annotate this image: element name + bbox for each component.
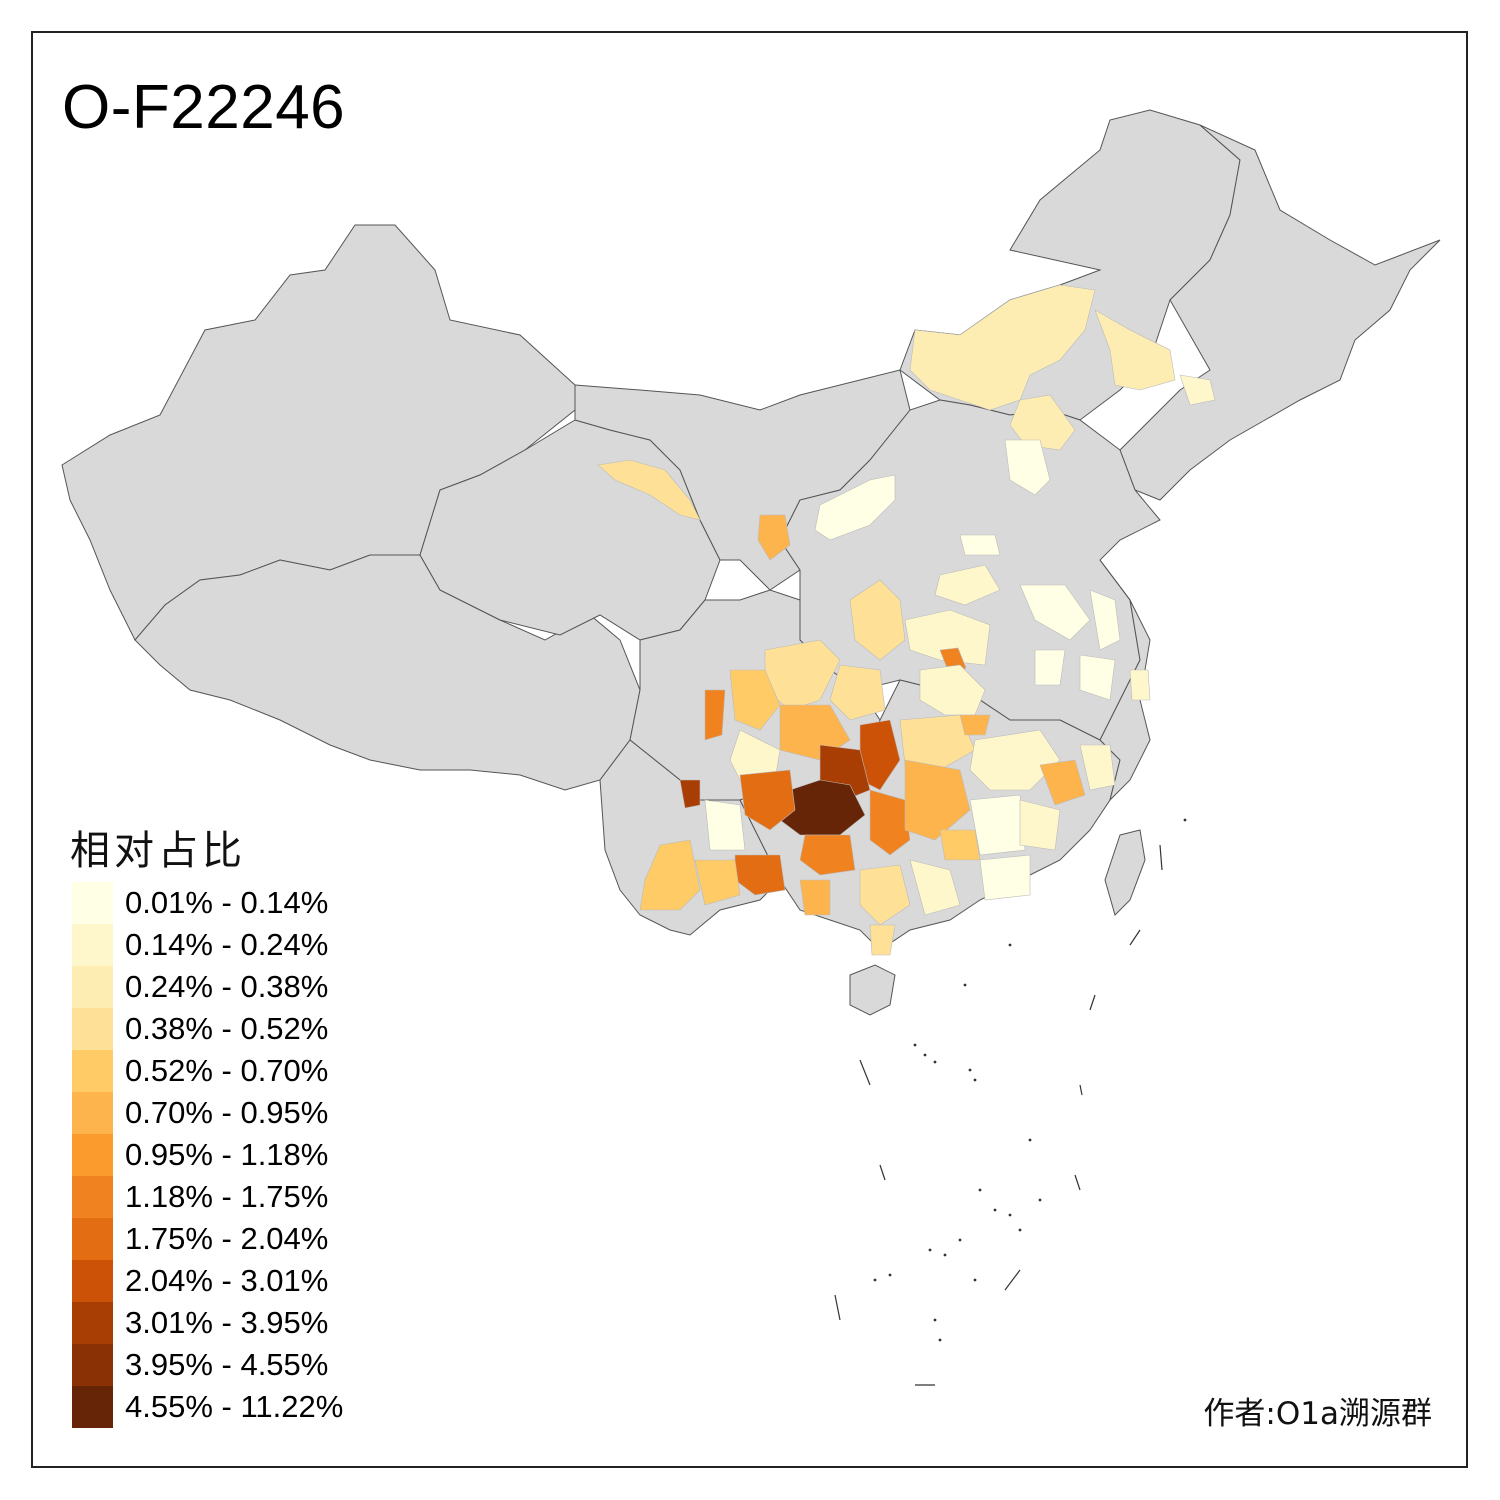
region-shaded-43 xyxy=(869,924,896,956)
region-shaded-5 xyxy=(1004,439,1051,496)
legend-item: 0.24% - 0.38% xyxy=(72,966,343,1008)
legend-item: 0.95% - 1.18% xyxy=(72,1134,343,1176)
legend-item: 1.75% - 2.04% xyxy=(72,1218,343,1260)
legend: 0.01% - 0.14% 0.14% - 0.24% 0.24% - 0.38% 0… xyxy=(72,882,343,1428)
legend-item: 4.55% - 11.22% xyxy=(72,1386,343,1428)
region-shaded-22 xyxy=(829,664,886,721)
legend-item: 3.95% - 4.55% xyxy=(72,1344,343,1386)
region-shaded-20 xyxy=(729,669,781,731)
legend-item: 0.14% - 0.24% xyxy=(72,924,343,966)
region-shaded-10 xyxy=(934,564,1001,606)
legend-label: 2.04% - 3.01% xyxy=(125,1263,329,1298)
legend-label: 0.01% - 0.14% xyxy=(125,885,329,920)
region-shaded-41 xyxy=(859,864,911,926)
region-shaded-47 xyxy=(969,794,1026,856)
region-shaded-35 xyxy=(939,829,981,861)
legend-swatch xyxy=(72,1386,113,1428)
region-shaded-9 xyxy=(959,534,1001,556)
region-shaded-31 xyxy=(679,779,701,809)
map-frame xyxy=(31,31,1468,1468)
region-shaded-6 xyxy=(597,459,701,521)
legend-item: 3.01% - 3.95% xyxy=(72,1302,343,1344)
legend-label: 0.70% - 0.95% xyxy=(125,1095,329,1130)
legend-label: 0.24% - 0.38% xyxy=(125,969,329,1004)
region-northeast xyxy=(1119,124,1441,501)
legend-swatch xyxy=(72,1176,113,1218)
region-shaded-36 xyxy=(704,799,746,851)
legend-label: 3.01% - 3.95% xyxy=(125,1305,329,1340)
legend-item: 1.18% - 1.75% xyxy=(72,1176,343,1218)
legend-item: 0.70% - 0.95% xyxy=(72,1092,343,1134)
legend-label: 0.52% - 0.70% xyxy=(125,1053,329,1088)
region-taiwan xyxy=(1104,829,1146,916)
region-shaded-4 xyxy=(1009,394,1076,451)
region-shaded-39 xyxy=(694,859,741,906)
legend-swatch xyxy=(72,966,113,1008)
region-shaded-27 xyxy=(959,714,991,736)
region-hainan xyxy=(849,964,896,1016)
region-shaded-1 xyxy=(909,284,1096,411)
legend-label: 1.18% - 1.75% xyxy=(125,1179,329,1214)
legend-swatch xyxy=(72,1092,113,1134)
legend-swatch xyxy=(72,1134,113,1176)
legend-item: 0.38% - 0.52% xyxy=(72,1008,343,1050)
region-shaded-38 xyxy=(639,839,701,911)
region-shaded-32 xyxy=(869,789,911,856)
region-shaded-40 xyxy=(799,879,831,916)
legend-swatch xyxy=(72,1008,113,1050)
region-shaded-12 xyxy=(1089,589,1121,651)
region-shaded-33 xyxy=(904,759,971,841)
map-title: O-F22246 xyxy=(62,73,346,142)
south-china-sea-islands xyxy=(834,844,1163,1386)
region-shaded-49 xyxy=(979,854,1031,901)
region-shaded-11 xyxy=(1019,584,1091,641)
region-shaded-2 xyxy=(1094,309,1176,391)
region-shaded-8 xyxy=(814,474,896,541)
region-shaded-34 xyxy=(799,834,856,876)
legend-label: 4.55% - 11.22% xyxy=(125,1389,344,1424)
legend-label: 0.38% - 0.52% xyxy=(125,1011,329,1046)
region-shaded-29 xyxy=(779,779,866,836)
legend-title: 相对占比 xyxy=(70,828,246,874)
legend-swatch xyxy=(72,882,113,924)
legend-item: 2.04% - 3.01% xyxy=(72,1260,343,1302)
legend-swatch xyxy=(72,1302,113,1344)
region-shaded-3 xyxy=(1179,374,1216,406)
region-shaded-48 xyxy=(1019,799,1061,851)
region-shaded-18 xyxy=(1079,654,1116,701)
colored-regions xyxy=(597,284,1216,956)
legend-swatch xyxy=(72,1050,113,1092)
legend-swatch xyxy=(72,1344,113,1386)
legend-item: 0.52% - 0.70% xyxy=(72,1050,343,1092)
region-east-coast xyxy=(1099,559,1151,802)
region-shaded-17 xyxy=(1034,649,1066,686)
region-shaded-42 xyxy=(909,859,961,916)
region-shaded-46 xyxy=(1079,744,1116,791)
legend-label: 0.14% - 0.24% xyxy=(125,927,329,962)
legend-swatch xyxy=(72,1218,113,1260)
region-shaded-30 xyxy=(739,769,796,831)
region-shaded-7 xyxy=(757,514,791,561)
legend-label: 1.75% - 2.04% xyxy=(125,1221,329,1256)
region-shaded-44 xyxy=(969,729,1061,791)
legend-swatch xyxy=(72,1260,113,1302)
region-shaded-13 xyxy=(849,579,906,661)
region-shaded-26 xyxy=(899,714,976,771)
region-shaded-50 xyxy=(1129,669,1151,701)
region-shaded-14 xyxy=(904,609,991,666)
region-shaded-45 xyxy=(1039,759,1086,806)
south-china-sea-dots xyxy=(873,818,1187,1342)
legend-item: 0.01% - 0.14% xyxy=(72,882,343,924)
region-shaded-21 xyxy=(704,689,726,741)
legend-label: 0.95% - 1.18% xyxy=(125,1137,329,1172)
legend-swatch xyxy=(72,924,113,966)
legend-label: 3.95% - 4.55% xyxy=(125,1347,329,1382)
author-credit: 作者:O1a溯源群 xyxy=(1203,1396,1432,1432)
